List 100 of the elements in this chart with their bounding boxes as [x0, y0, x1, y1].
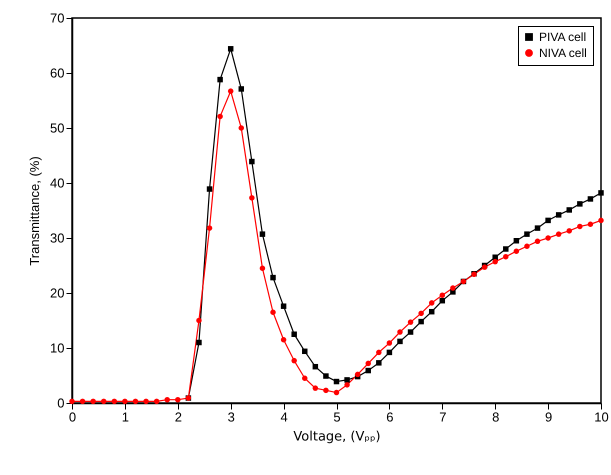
point [217, 76, 223, 82]
y-tick-label: 0 [57, 396, 64, 410]
x-tick-label: 1 [122, 410, 130, 424]
point [291, 358, 297, 364]
x-tick-label: 9 [544, 410, 552, 424]
point [588, 196, 594, 202]
point [556, 212, 562, 218]
legend-label: NIVA cell [539, 46, 587, 60]
point [440, 292, 446, 298]
point [270, 274, 276, 280]
point [323, 388, 329, 394]
legend-label: PIVA cell [539, 30, 586, 44]
point [598, 218, 604, 224]
x-axis-title: Voltage, (Vₚₚ) [293, 430, 381, 444]
point [270, 310, 276, 315]
point [514, 248, 520, 254]
x-tick-label: 3 [228, 410, 235, 424]
point [302, 376, 308, 381]
point [238, 125, 244, 131]
point [228, 88, 234, 94]
y-tick-label: 60 [50, 66, 64, 80]
point [323, 373, 329, 379]
point [228, 46, 234, 52]
point [408, 319, 414, 325]
point [80, 398, 86, 404]
point [577, 201, 583, 207]
point [366, 360, 371, 366]
point [206, 225, 212, 231]
point [334, 390, 340, 396]
y-tick-label: 30 [50, 230, 64, 246]
point [312, 385, 318, 391]
point [101, 398, 106, 404]
point [428, 300, 434, 306]
point [386, 350, 392, 356]
point [312, 364, 318, 370]
x-tick-label: 7 [439, 410, 446, 424]
point [598, 190, 604, 196]
point [397, 338, 403, 344]
point [122, 398, 128, 404]
point [143, 398, 149, 404]
y-tick-label: 70 [50, 10, 64, 26]
point [291, 332, 297, 337]
point [428, 308, 434, 314]
y-axis-title: Transmittance, (%) [27, 156, 42, 266]
point [132, 398, 138, 404]
point [534, 225, 540, 231]
point [503, 254, 509, 260]
point [260, 266, 266, 271]
x-tick-label: 6 [386, 410, 394, 424]
point [524, 231, 530, 237]
point [566, 228, 572, 234]
y-tick-label: 10 [50, 340, 64, 356]
point [514, 238, 520, 244]
point [196, 340, 202, 346]
point [545, 235, 551, 241]
point [450, 285, 456, 291]
point [90, 398, 96, 404]
point [196, 318, 202, 324]
point [440, 298, 446, 304]
point [566, 207, 572, 213]
point [588, 222, 594, 227]
point [376, 350, 382, 356]
y-tick-label: 20 [50, 286, 64, 300]
point [376, 360, 382, 366]
point [534, 238, 540, 244]
point [260, 231, 266, 237]
point [217, 114, 223, 120]
point [154, 398, 160, 404]
point [249, 195, 255, 201]
y-tick-label: 40 [50, 176, 64, 190]
y-tick-label: 50 [50, 120, 64, 136]
point [408, 329, 414, 335]
point [280, 337, 286, 342]
point [556, 231, 562, 237]
point [386, 340, 392, 346]
point [69, 398, 75, 404]
point [366, 368, 371, 374]
point [524, 244, 530, 249]
point [344, 377, 350, 383]
x-tick-label: 2 [174, 410, 182, 424]
point [175, 396, 181, 402]
point [112, 398, 118, 404]
point [249, 158, 255, 164]
x-tick-label: 10 [594, 410, 609, 424]
x-tick-label: 8 [492, 410, 500, 424]
point [334, 378, 340, 384]
point [302, 348, 308, 354]
point [503, 246, 509, 252]
point [418, 310, 424, 316]
x-tick-label: 4 [280, 410, 288, 424]
point [206, 186, 212, 192]
point [164, 396, 170, 402]
point [577, 224, 583, 230]
point [397, 329, 403, 335]
point [238, 86, 244, 92]
x-tick-label: 0 [68, 410, 76, 424]
point [492, 258, 498, 264]
point [344, 382, 350, 388]
point [545, 218, 551, 224]
point [280, 303, 286, 309]
